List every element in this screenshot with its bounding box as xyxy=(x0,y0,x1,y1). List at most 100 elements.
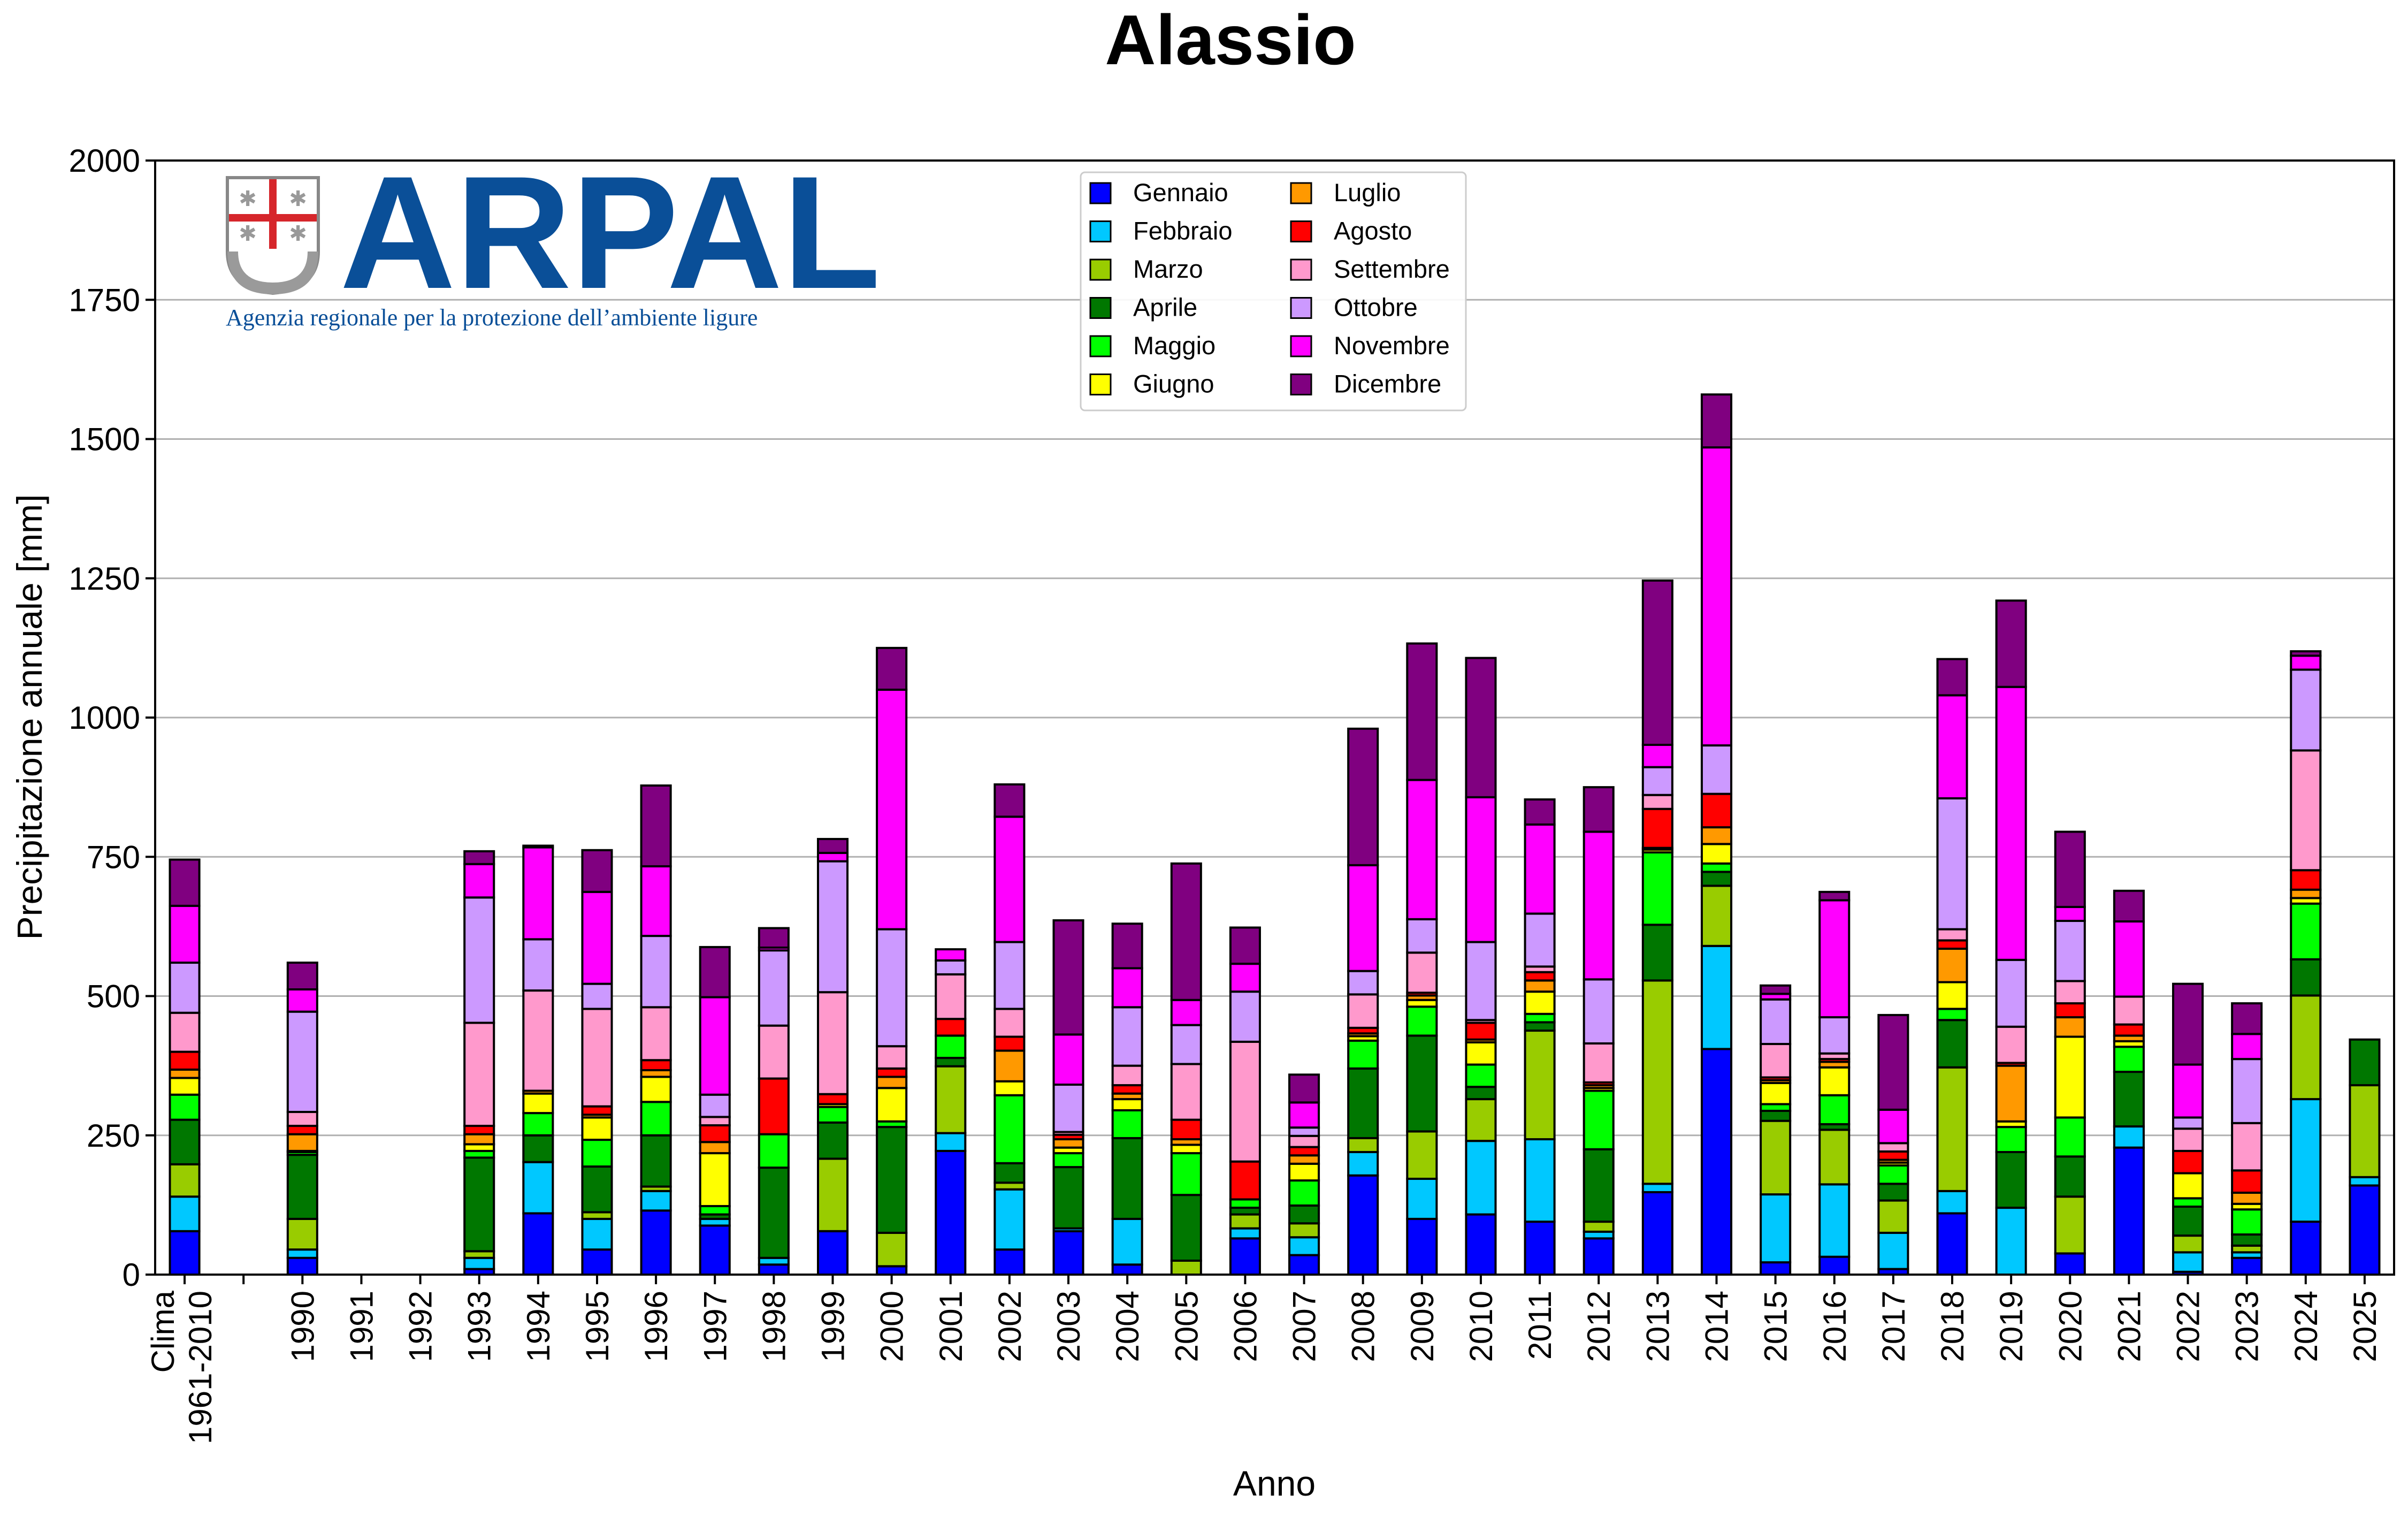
bar-segment xyxy=(169,1050,201,1071)
x-tick-label: 2006 xyxy=(1227,1291,1263,1362)
bar-segment xyxy=(1936,658,1968,697)
bar-segment xyxy=(2290,1221,2322,1276)
bar-segment xyxy=(993,1035,1026,1052)
bar-segment xyxy=(286,1125,318,1135)
bar-segment xyxy=(2113,995,2145,1026)
bar-stack xyxy=(2172,982,2204,1276)
bar-segment xyxy=(1170,1144,1202,1155)
bar-segment xyxy=(463,1125,495,1135)
bar-segment xyxy=(1818,1094,1851,1125)
x-tick-label: 2024 xyxy=(2288,1291,2324,1362)
bar-segment xyxy=(1111,1006,1143,1067)
bar-segment xyxy=(581,982,613,1010)
bar-segment xyxy=(1288,1073,1320,1104)
bar-segment xyxy=(640,784,672,867)
bar-segment xyxy=(1524,990,1556,1015)
bar-segment xyxy=(1700,393,1733,449)
bar-stack xyxy=(2113,889,2145,1276)
bar-segment xyxy=(1583,1042,1615,1084)
bar-segment xyxy=(1288,1134,1320,1148)
bar-segment xyxy=(169,904,201,964)
legend-swatch xyxy=(1089,335,1112,357)
x-tick-label: 1995 xyxy=(579,1291,615,1362)
bar-segment xyxy=(2290,902,2322,960)
bar-segment xyxy=(2113,1125,2145,1149)
bar-segment xyxy=(816,1121,849,1160)
bar-segment xyxy=(286,1154,318,1220)
bar-segment xyxy=(2172,1197,2204,1208)
bar-segment xyxy=(1936,1066,1968,1192)
x-tick-label: 1999 xyxy=(815,1291,851,1362)
bar-segment xyxy=(1877,1183,1909,1202)
bar-segment xyxy=(1583,1237,1615,1276)
bar-segment xyxy=(463,1133,495,1146)
bar-segment xyxy=(1760,1043,1792,1079)
bar-segment xyxy=(640,1209,672,1276)
bar-segment xyxy=(816,860,849,994)
bar-segment xyxy=(1111,1137,1143,1220)
x-tick-label: 1997 xyxy=(697,1291,733,1362)
x-tick-label: 2007 xyxy=(1287,1291,1323,1362)
bar-segment xyxy=(2054,1002,2086,1019)
bar-segment xyxy=(640,1134,672,1188)
bar-segment xyxy=(2054,919,2086,982)
bar-segment xyxy=(1465,941,1497,1022)
bar-segment xyxy=(1170,998,1202,1026)
bar-segment xyxy=(169,1077,201,1096)
bar-segment xyxy=(522,1212,554,1276)
bar-segment xyxy=(1406,779,1438,920)
bar-segment xyxy=(1641,924,1673,982)
legend-label: Giugno xyxy=(1133,370,1214,398)
bar-segment xyxy=(286,1256,318,1276)
x-tick-label: 2002 xyxy=(992,1291,1028,1362)
arpal-logo: ✱ ✱ ✱ ✱ ARPAL Agenzia regionale per la p… xyxy=(226,142,881,331)
x-tick-label: 2000 xyxy=(874,1291,910,1362)
logo-wordmark: ARPAL xyxy=(340,142,881,322)
x-tick-label: 2009 xyxy=(1404,1291,1440,1362)
bar-segment xyxy=(1111,1084,1143,1095)
y-tick-label: 1750 xyxy=(69,282,140,318)
bar-segment xyxy=(286,1217,318,1251)
bar-segment xyxy=(1524,1012,1556,1024)
bar-segment xyxy=(1465,1098,1497,1142)
bar-segment xyxy=(699,1141,731,1155)
bar-segment xyxy=(1524,798,1556,826)
y-tick-label: 1500 xyxy=(69,422,140,458)
bar-segment xyxy=(2290,650,2322,657)
x-tick-label: 2013 xyxy=(1640,1291,1676,1362)
bar-segment xyxy=(993,783,1026,818)
bar-segment xyxy=(640,1059,672,1071)
bar-stack xyxy=(1583,786,1615,1276)
bar-segment xyxy=(1524,971,1556,982)
bar-segment xyxy=(1760,1081,1792,1106)
y-tick-label: 250 xyxy=(87,1118,140,1154)
bar-segment xyxy=(1229,1160,1261,1201)
bar-segment xyxy=(816,991,849,1095)
bar-stack xyxy=(463,850,495,1276)
bar-segment xyxy=(1641,1183,1673,1193)
y-tick-label: 1000 xyxy=(69,700,140,736)
x-axis-ticks: Clima 1961-2010 1990 1991 1992 1993 1994 1995 19… xyxy=(145,1275,2383,1444)
bar-segment xyxy=(876,1045,908,1070)
legend-label: Novembre xyxy=(1334,331,1450,360)
bar-segment xyxy=(1170,1259,1202,1276)
bar-segment xyxy=(1818,1066,1851,1096)
bar-stack xyxy=(1347,727,1379,1276)
bar-segment xyxy=(699,1093,731,1118)
bar-segment xyxy=(463,1022,495,1127)
bar-segment xyxy=(1700,944,1733,1050)
bar-stack xyxy=(1524,798,1556,1276)
x-tick-label: 2008 xyxy=(1346,1291,1381,1362)
legend-box xyxy=(1080,171,1467,411)
bar-segment xyxy=(463,1156,495,1253)
bar-segment xyxy=(1583,978,1615,1045)
legend: Gennaio Febbraio Marzo Aprile Maggio Giugno Lu… xyxy=(1080,171,1467,411)
bar-segment xyxy=(640,1101,672,1137)
bar-segment xyxy=(522,844,554,849)
bar-segment xyxy=(1936,928,1968,942)
bar-segment xyxy=(2054,1116,2086,1158)
bar-segment xyxy=(1347,1150,1379,1177)
bar-segment xyxy=(1583,1089,1615,1150)
x-tick-label: 1991 xyxy=(343,1291,379,1362)
bar-segment xyxy=(935,1132,967,1152)
